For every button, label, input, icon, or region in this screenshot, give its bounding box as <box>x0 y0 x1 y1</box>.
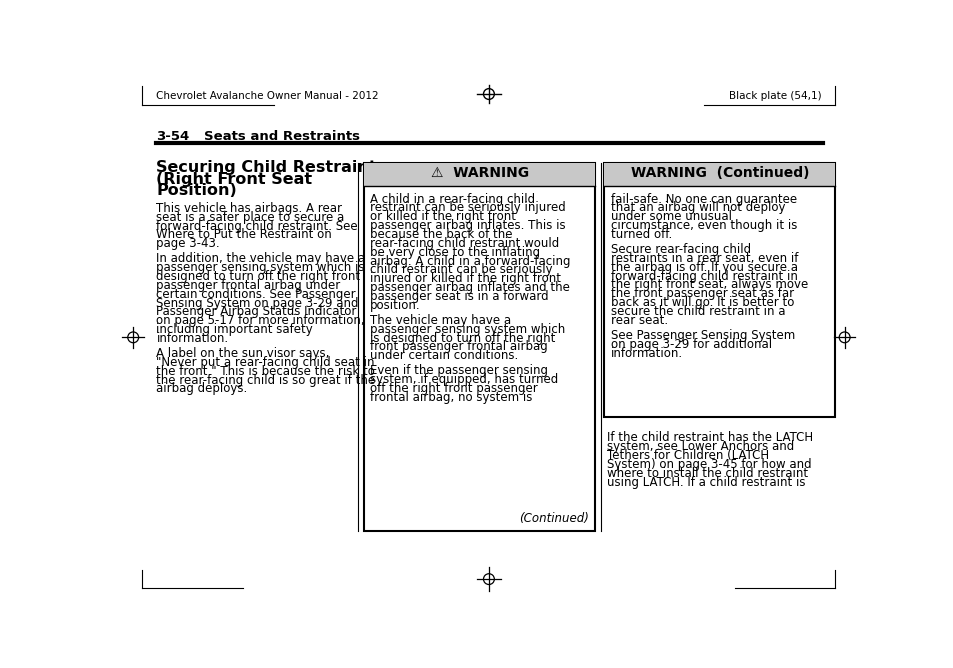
Bar <box>364 163 595 186</box>
Text: Even if the passenger sensing: Even if the passenger sensing <box>370 364 548 377</box>
Text: designed to turn off the right front: designed to turn off the right front <box>156 270 360 283</box>
Text: (Right Front Seat: (Right Front Seat <box>156 172 313 187</box>
Text: the airbag is off. If you secure a: the airbag is off. If you secure a <box>610 261 797 274</box>
Text: restraint can be seriously injured: restraint can be seriously injured <box>370 202 565 214</box>
Text: under some unusual: under some unusual <box>610 210 731 223</box>
Text: information.: information. <box>610 347 682 359</box>
Text: the rear-facing child is so great if the: the rear-facing child is so great if the <box>156 373 375 387</box>
Text: using LATCH. If a child restraint is: using LATCH. If a child restraint is <box>607 476 805 488</box>
Text: where to install the child restraint: where to install the child restraint <box>607 467 808 480</box>
Text: passenger sensing system which: passenger sensing system which <box>370 323 565 336</box>
Text: Position): Position) <box>156 183 237 198</box>
Text: airbag deploys.: airbag deploys. <box>156 382 248 395</box>
Text: Tethers for Children (LATCH: Tethers for Children (LATCH <box>607 449 769 462</box>
Text: front passenger frontal airbag: front passenger frontal airbag <box>370 341 548 353</box>
Text: Where to Put the Restraint on: Where to Put the Restraint on <box>156 228 332 241</box>
Text: This vehicle has airbags. A rear: This vehicle has airbags. A rear <box>156 202 342 215</box>
Text: that an airbag will not deploy: that an airbag will not deploy <box>610 202 784 214</box>
Text: because the back of the: because the back of the <box>370 228 513 241</box>
Text: System) on page 3-45 for how and: System) on page 3-45 for how and <box>607 458 811 471</box>
Text: WARNING  (Continued): WARNING (Continued) <box>630 166 808 180</box>
Text: Securing Child Restraints: Securing Child Restraints <box>156 160 386 175</box>
Text: 3-54: 3-54 <box>156 130 190 143</box>
Text: rear seat.: rear seat. <box>610 314 667 327</box>
Text: restraints in a rear seat, even if: restraints in a rear seat, even if <box>610 252 797 265</box>
Text: circumstance, even though it is: circumstance, even though it is <box>610 219 796 232</box>
Text: forward-facing child restraint in: forward-facing child restraint in <box>610 270 797 283</box>
Text: forward-facing child restraint. See: forward-facing child restraint. See <box>156 220 357 232</box>
Bar <box>364 163 595 531</box>
Text: be very close to the inflating: be very close to the inflating <box>370 246 540 259</box>
Text: system, if equipped, has turned: system, if equipped, has turned <box>370 373 558 386</box>
Text: certain conditions. See Passenger: certain conditions. See Passenger <box>156 288 355 301</box>
Text: back as it will go. It is better to: back as it will go. It is better to <box>610 296 793 309</box>
Text: the front." This is because the risk to: the front." This is because the risk to <box>156 365 375 377</box>
Text: Chevrolet Avalanche Owner Manual - 2012: Chevrolet Avalanche Owner Manual - 2012 <box>156 91 378 101</box>
Text: frontal airbag, no system is: frontal airbag, no system is <box>370 391 532 404</box>
Text: Seats and Restraints: Seats and Restraints <box>204 130 360 143</box>
Text: injured or killed if the right front: injured or killed if the right front <box>370 273 560 285</box>
Text: passenger seat is in a forward: passenger seat is in a forward <box>370 290 548 303</box>
Text: position.: position. <box>370 299 420 312</box>
Text: is designed to turn off the right: is designed to turn off the right <box>370 331 556 345</box>
Text: "Never put a rear-facing child seat in: "Never put a rear-facing child seat in <box>156 356 375 369</box>
Text: Black plate (54,1): Black plate (54,1) <box>728 91 821 101</box>
Text: the right front seat, always move: the right front seat, always move <box>610 279 807 291</box>
Text: the front passenger seat as far: the front passenger seat as far <box>610 287 793 301</box>
Text: off the right front passenger: off the right front passenger <box>370 382 537 395</box>
Text: passenger airbag inflates and the: passenger airbag inflates and the <box>370 281 570 294</box>
Text: on page 3-29 for additional: on page 3-29 for additional <box>610 338 771 351</box>
Text: Secure rear-facing child: Secure rear-facing child <box>610 243 750 256</box>
Text: or killed if the right front: or killed if the right front <box>370 210 516 223</box>
Text: A label on the sun visor says,: A label on the sun visor says, <box>156 347 330 360</box>
Text: fail-safe. No one can guarantee: fail-safe. No one can guarantee <box>610 192 796 206</box>
Bar <box>604 163 835 186</box>
Text: passenger sensing system which is: passenger sensing system which is <box>156 261 365 274</box>
Text: passenger frontal airbag under: passenger frontal airbag under <box>156 279 340 292</box>
Text: seat is a safer place to secure a: seat is a safer place to secure a <box>156 210 344 224</box>
Text: Passenger Airbag Status Indicator: Passenger Airbag Status Indicator <box>156 305 356 319</box>
Text: including important safety: including important safety <box>156 323 313 336</box>
Text: page 3-43.: page 3-43. <box>156 237 220 250</box>
Text: Sensing System on page 3-29 and: Sensing System on page 3-29 and <box>156 297 358 309</box>
Text: The vehicle may have a: The vehicle may have a <box>370 314 511 327</box>
Bar <box>604 163 835 418</box>
Text: system, see Lower Anchors and: system, see Lower Anchors and <box>607 440 794 453</box>
Text: rear-facing child restraint would: rear-facing child restraint would <box>370 237 559 250</box>
Text: child restraint can be seriously: child restraint can be seriously <box>370 263 553 277</box>
Text: If the child restraint has the LATCH: If the child restraint has the LATCH <box>607 432 813 444</box>
Text: (Continued): (Continued) <box>518 512 588 525</box>
Text: on page 5-17 for more information,: on page 5-17 for more information, <box>156 314 365 327</box>
Text: under certain conditions.: under certain conditions. <box>370 349 518 362</box>
Text: turned off.: turned off. <box>610 228 671 241</box>
Text: airbag. A child in a forward-facing: airbag. A child in a forward-facing <box>370 255 570 268</box>
Text: passenger airbag inflates. This is: passenger airbag inflates. This is <box>370 219 565 232</box>
Text: See Passenger Sensing System: See Passenger Sensing System <box>610 329 794 342</box>
Text: A child in a rear-facing child: A child in a rear-facing child <box>370 192 535 206</box>
Text: In addition, the vehicle may have a: In addition, the vehicle may have a <box>156 253 365 265</box>
Text: information.: information. <box>156 332 229 345</box>
Text: secure the child restraint in a: secure the child restraint in a <box>610 305 784 318</box>
Text: ⚠  WARNING: ⚠ WARNING <box>430 166 528 180</box>
